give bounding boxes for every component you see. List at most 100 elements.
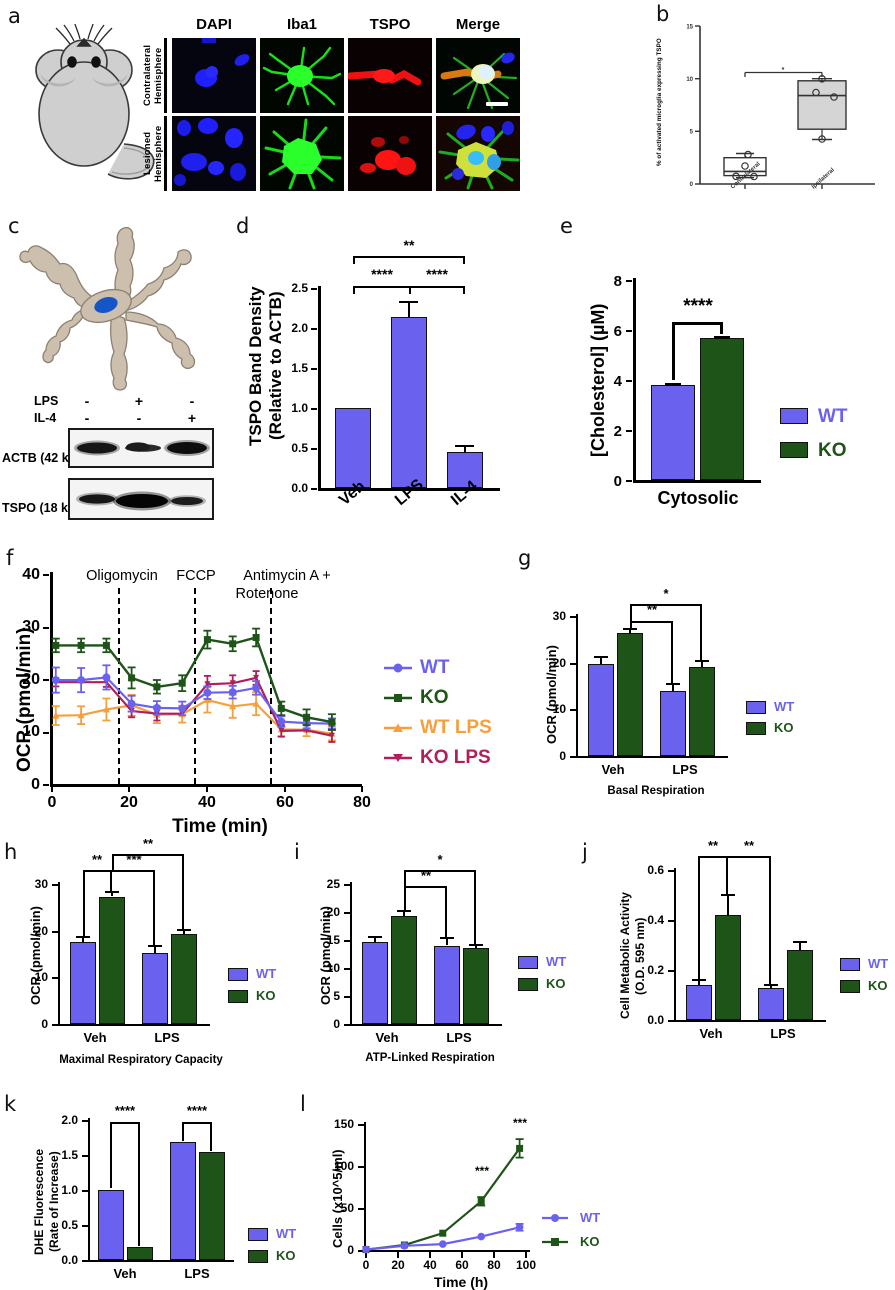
panel-b-letter: b bbox=[656, 2, 670, 26]
panel-l-ytick-100m bbox=[358, 1166, 364, 1168]
panel-j-legend-label-ko: KO bbox=[868, 978, 888, 993]
panel-d-sig3-right bbox=[463, 256, 465, 264]
panel-k-ytick-05m bbox=[82, 1225, 88, 1227]
panel-g-sig1-right bbox=[671, 621, 673, 683]
panel-h-ytick-0m bbox=[52, 1024, 58, 1026]
lps-lane-2: + bbox=[134, 393, 144, 409]
panel-k-ytick-0m bbox=[82, 1260, 88, 1262]
panel-f-legend-label-ko-lps: KO LPS bbox=[420, 747, 491, 768]
micrograph-contra-iba1 bbox=[260, 38, 344, 113]
lps-lane-3: - bbox=[189, 393, 195, 409]
panel-e-letter: e bbox=[560, 214, 573, 238]
panel-d-sig1-line bbox=[353, 286, 411, 288]
blot-image-tspo bbox=[68, 478, 214, 520]
panel-k-ylabel-l2: (Rate of Increase) bbox=[47, 1151, 61, 1253]
panel-g-ytick-30: 30 bbox=[552, 609, 566, 623]
panel-f-ytick-4: 40 bbox=[22, 566, 40, 583]
panel-g-ytick-20: 20 bbox=[552, 656, 566, 670]
panel-d-err-lps bbox=[408, 302, 410, 317]
panel-j-xaxis bbox=[674, 1020, 826, 1022]
column-header-tspo: TSPO bbox=[369, 16, 411, 33]
panel-h-sig1-text: ** bbox=[91, 852, 103, 867]
panel-k-ytick-10: 1.0 bbox=[61, 1183, 78, 1197]
panel-h-bar-veh-wt bbox=[70, 941, 96, 1024]
panel-l-ytick-0m bbox=[358, 1250, 364, 1252]
panel-k-legend-label-wt: WT bbox=[276, 1226, 297, 1241]
panel-h-legend-label-wt: WT bbox=[256, 966, 277, 981]
panel-e-tick-0 bbox=[626, 480, 632, 482]
svg-text:15: 15 bbox=[686, 25, 693, 31]
panel-l-series-ko bbox=[362, 1138, 524, 1254]
panel-h-sig1-left bbox=[83, 870, 85, 936]
panel-i-ytick-5m bbox=[344, 996, 350, 998]
panel-i-ytick-25m bbox=[344, 884, 350, 886]
panel-h-sig1-right bbox=[110, 870, 112, 892]
column-header-dapi: DAPI bbox=[196, 16, 232, 33]
panel-e-ytick-0: 0 bbox=[613, 473, 622, 490]
micrograph-contra-tspo bbox=[348, 38, 432, 113]
panel-i-ytick-10: 10 bbox=[326, 961, 340, 975]
panel-f-xticklabel-60: 60 bbox=[276, 794, 294, 811]
panel-f-xtick-40 bbox=[206, 786, 208, 792]
svg-text:*: * bbox=[782, 67, 785, 74]
il4-lane-1: - bbox=[84, 410, 90, 426]
panel-e-ytick-2: 4 bbox=[613, 373, 622, 390]
panel-i-ytick-15m bbox=[344, 940, 350, 942]
panel-e-tick-4 bbox=[626, 380, 632, 382]
panel-l-series-plot bbox=[362, 1138, 524, 1254]
panel-f-xtick-20 bbox=[128, 786, 130, 792]
panel-i-legend-label-wt: WT bbox=[546, 954, 567, 969]
panel-i-letter: i bbox=[294, 840, 300, 864]
panel-h-sig3-right bbox=[182, 854, 184, 930]
panel-d-xaxis bbox=[318, 488, 500, 491]
panel-e-errcap-ko bbox=[714, 336, 730, 339]
panel-i-bar-veh-ko bbox=[391, 915, 417, 1024]
panel-d-ytick-0: 0.0 bbox=[291, 481, 308, 495]
panel-j-ytick-0m bbox=[668, 1020, 674, 1022]
panel-j-legend-label-wt: WT bbox=[868, 956, 889, 971]
panel-k-bar-veh-ko bbox=[127, 1246, 153, 1260]
svg-text:0: 0 bbox=[690, 182, 694, 188]
panel-i-ytick-20: 20 bbox=[326, 905, 340, 919]
panel-i-xtick-lps: LPS bbox=[446, 1030, 472, 1045]
panel-i-legend-label-ko: KO bbox=[546, 976, 566, 991]
panel-b-ylabel: % of activated microglia expressing TSPO bbox=[656, 38, 663, 166]
panel-g-ytick-0: 0 bbox=[559, 749, 566, 763]
panel-g-bar-veh-ko bbox=[617, 633, 643, 756]
panel-h-ylabel: OCR (pmol/min) bbox=[28, 906, 43, 1006]
panel-j-err-veh-ko bbox=[727, 895, 729, 915]
panel-g-ytick-0m bbox=[570, 756, 576, 758]
panel-h-errcap-veh-ko bbox=[105, 891, 119, 894]
panel-g-bar-lps-ko bbox=[689, 666, 715, 756]
panel-l-legend-label-wt: WT bbox=[580, 1210, 601, 1225]
panel-e-bar-ko bbox=[700, 338, 744, 480]
panel-f-series-wt-lps bbox=[51, 686, 336, 742]
panel-g-xtick-lps: LPS bbox=[672, 762, 698, 777]
panel-b: b % of activated microglia expressing TS… bbox=[648, 0, 895, 205]
panel-f-ytick-2: 20 bbox=[22, 671, 40, 688]
panel-d-ylabel: TSPO Band Density (Relative to ACTB) bbox=[246, 266, 285, 466]
panel-f-legend-label-wt: WT bbox=[420, 657, 450, 678]
panel-f-xtick-0 bbox=[51, 786, 53, 792]
panel-h-ytick-10: 10 bbox=[34, 970, 48, 984]
column-header-merge: Merge bbox=[455, 16, 501, 33]
panel-e-legend-swatch-ko bbox=[780, 442, 808, 458]
panel-h-yaxis bbox=[58, 882, 60, 1026]
panel-j-ytick-06m bbox=[668, 870, 674, 872]
panel-k-bar-lps-wt bbox=[170, 1142, 196, 1260]
panel-h-xlabel: Maximal Respiratory Capacity bbox=[59, 1054, 223, 1066]
panel-f-series-ko bbox=[51, 627, 336, 731]
panel-i-bar-lps-wt bbox=[434, 945, 460, 1024]
panel-d-sig3-text: ** bbox=[403, 237, 415, 253]
row-divider-bottom bbox=[164, 116, 167, 191]
panel-f-annot-antimycin-l2: Rotenone bbox=[235, 586, 299, 602]
panel-j-ylabel: Cell Metabolic Activity (O.D. 595 nm) bbox=[618, 886, 652, 1026]
panel-k-sig2-text: **** bbox=[186, 1103, 208, 1118]
panel-j-ytick-02: 0.2 bbox=[647, 963, 664, 977]
panel-i-xtick-veh: Veh bbox=[375, 1030, 399, 1045]
micrograph-lesion-iba1 bbox=[260, 116, 344, 191]
panel-i-ytick-25: 25 bbox=[326, 877, 340, 891]
panel-f-ytick-1: 10 bbox=[22, 723, 40, 740]
panel-e-sig-line bbox=[672, 322, 723, 325]
panel-f-yaxis bbox=[50, 572, 53, 786]
